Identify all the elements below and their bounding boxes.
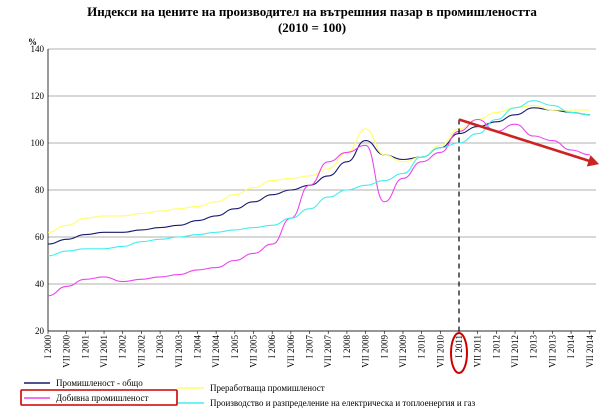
series-line-2: [47, 118, 590, 297]
x-tick-label: VII 2008: [361, 335, 371, 368]
x-tick-label: I 2005: [230, 335, 240, 359]
x-tick-label: VII 2010: [435, 335, 445, 368]
x-tick-label: I 2001: [80, 335, 90, 358]
x-tick-label: VII 2000: [62, 335, 72, 368]
x-tick-label: I 2007: [305, 335, 315, 359]
x-tick-label: VII 2011: [473, 335, 483, 367]
x-tick-label: I 2011: [454, 335, 464, 358]
y-tick-label: 100: [31, 138, 45, 148]
x-tick-label: I 2010: [417, 335, 427, 359]
legend-label: Производство и разпределение на електрич…: [210, 398, 476, 408]
legend-label: Добивна промишленост: [56, 393, 148, 403]
gridlines: [47, 48, 596, 332]
x-tick-label: VII 2007: [323, 335, 333, 368]
x-tick-label: I 2002: [118, 335, 128, 358]
x-tick-label: I 2003: [155, 335, 165, 359]
x-tick-label: I 2012: [491, 335, 501, 358]
y-tick-label: 60: [35, 232, 45, 242]
legend-highlight-box: [20, 389, 178, 406]
x-tick-label: I 2013: [529, 335, 539, 359]
x-tick-label: VII 2006: [286, 335, 296, 368]
x-tick-label: VII 2003: [174, 335, 184, 368]
series-line-0: [47, 107, 590, 245]
x-tick-label: VII 2005: [249, 335, 259, 368]
x-tick-label: I 2000: [43, 335, 53, 359]
x-tick-label: I 2009: [379, 335, 389, 359]
y-tick-label: 40: [35, 279, 45, 289]
x-tick-label: I 2006: [267, 335, 277, 359]
x-tick-labels: I 2000 VII 2000 I 2001 VII 2001 I 2002 VII 20…: [43, 331, 595, 368]
x-tick-label: VII 2013: [547, 335, 557, 368]
legend: Промишленост - общо Преработваща промишле…: [20, 378, 476, 408]
x-tick-label: I 2004: [192, 335, 202, 359]
x-tick-label: VII 2014: [585, 335, 595, 368]
trend-arrow-line: [458, 118, 594, 164]
x-tick-label: I 2008: [342, 335, 352, 359]
y-tick-labels: 20 40 60 80 100 120 140: [31, 44, 45, 336]
series-line-3: [47, 100, 590, 257]
trend-arrow-head: [586, 155, 600, 167]
legend-label: Промишленост - общо: [56, 378, 143, 388]
y-tick-label: 140: [31, 44, 45, 54]
x-tick-label: I 2014: [566, 335, 576, 359]
series-lines: [47, 100, 590, 297]
annotations: [450, 118, 600, 374]
x-tick-label: VII 2002: [136, 335, 146, 368]
chart-title: Индекси на цените на производител на вът…: [87, 4, 537, 19]
y-tick-label: 20: [35, 326, 45, 336]
highlight-circle: [450, 332, 468, 374]
series-line-1: [47, 104, 590, 233]
y-tick-label: 120: [31, 91, 45, 101]
chart-subtitle: (2010 = 100): [278, 20, 346, 35]
x-tick-label: VII 2001: [99, 335, 109, 368]
x-tick-label: VII 2012: [510, 335, 520, 368]
y-axis-unit: %: [28, 37, 37, 47]
y-tick-label: 80: [35, 185, 45, 195]
x-tick-label: VII 2004: [211, 335, 221, 368]
x-tick-label: VII 2009: [398, 335, 408, 368]
legend-label: Преработваща промишленост: [210, 383, 325, 393]
